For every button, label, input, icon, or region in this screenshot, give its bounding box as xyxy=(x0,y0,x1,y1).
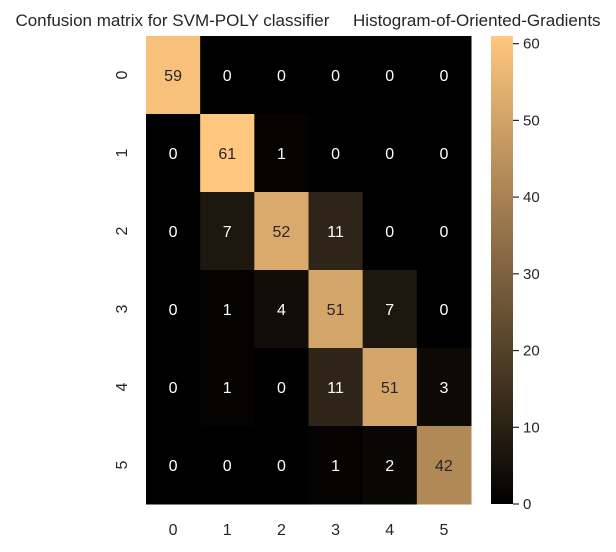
heatmap-cell-r2-c2 xyxy=(254,192,309,271)
heatmap-cell-r5-c3 xyxy=(308,426,364,505)
colorbar-tick-label: 50 xyxy=(523,112,540,129)
y-tick-label: 1 xyxy=(114,148,131,157)
heatmap-cell-r1-c2 xyxy=(254,114,309,193)
y-tick-label: 5 xyxy=(114,460,131,469)
colorbar xyxy=(491,36,513,504)
cell-value-label: 59 xyxy=(164,68,182,85)
heatmap-cell-r0-c4 xyxy=(362,36,418,115)
heatmap-cell-r3-c2 xyxy=(254,270,309,349)
heatmap-cell-r4-c3 xyxy=(308,348,364,427)
y-axis-ticks: 0 1 2 3 4 5 xyxy=(114,70,131,469)
cell-value-label: 1 xyxy=(223,302,232,319)
heatmap-cell-r5-c5 xyxy=(416,426,472,505)
heatmap-cell-r0-c2 xyxy=(254,36,309,115)
heatmap-cell-r1-c1 xyxy=(200,114,255,193)
heatmap-cell-r5-c0 xyxy=(146,426,201,505)
heatmap-cell-r0-c0 xyxy=(146,36,201,115)
y-tick-label: 2 xyxy=(114,226,131,235)
cell-value-label: 0 xyxy=(169,224,178,241)
colorbar-tick-label: 60 xyxy=(523,36,540,53)
colorbar-tick-label: 40 xyxy=(523,189,540,206)
cell-value-label: 0 xyxy=(439,302,448,319)
cell-value-label: 51 xyxy=(381,380,399,397)
cell-value-label: 0 xyxy=(385,224,394,241)
cell-value-label: 2 xyxy=(385,458,394,475)
heatmap-cell-r3-c0 xyxy=(146,270,201,349)
x-tick-label: 2 xyxy=(277,522,286,539)
x-tick-label: 0 xyxy=(169,522,178,539)
cell-value-label: 0 xyxy=(439,224,448,241)
heatmap-cell-r5-c2 xyxy=(254,426,309,505)
heatmap-cell-r0-c5 xyxy=(416,36,472,115)
y-tick-label: 3 xyxy=(114,304,131,313)
heatmap-cell-r4-c2 xyxy=(254,348,309,427)
x-tick-label: 5 xyxy=(439,522,448,539)
cell-value-label: 51 xyxy=(327,302,345,319)
heatmap-cell-r4-c5 xyxy=(416,348,472,427)
heatmap-cell-r5-c4 xyxy=(362,426,418,505)
heatmap-cell-r0-c1 xyxy=(200,36,255,115)
heatmap-cell-r4-c0 xyxy=(146,348,201,427)
heatmap-cell-r3-c3 xyxy=(308,270,364,349)
heatmap-cell-r1-c5 xyxy=(416,114,472,193)
cell-value-label: 0 xyxy=(169,380,178,397)
cell-value-label: 11 xyxy=(327,380,344,397)
cell-value-label: 0 xyxy=(331,146,340,163)
cell-value-label: 0 xyxy=(223,68,232,85)
heatmap-cell-r2-c1 xyxy=(200,192,255,271)
cell-value-label: 1 xyxy=(223,380,232,397)
heatmap-cell-r3-c4 xyxy=(362,270,418,349)
chart-title: Confusion matrix for SVM-POLY classifier… xyxy=(15,11,600,30)
heatmap-cell-r1-c0 xyxy=(146,114,201,193)
cell-value-label: 3 xyxy=(439,380,448,397)
colorbar-tick-label: 20 xyxy=(523,343,540,360)
heatmap-cell-r2-c5 xyxy=(416,192,472,271)
heatmap-cell-r3-c1 xyxy=(200,270,255,349)
cell-value-label: 0 xyxy=(439,146,448,163)
cell-value-label: 0 xyxy=(331,68,340,85)
heatmap-cells: 59 0 0 0 0 0 0 61 1 0 0 0 0 7 52 11 0 0 0 1 4 51 7 0 0 1 0 11 51 3 0 0 0… xyxy=(146,36,472,505)
colorbar-tick-label: 10 xyxy=(523,419,540,436)
heatmap-cell-r4-c1 xyxy=(200,348,255,427)
colorbar-ticks: 0 10 20 30 40 50 60 xyxy=(513,36,540,513)
x-axis-ticks: 0 1 2 3 4 5 xyxy=(169,522,449,539)
heatmap-cell-r5-c1 xyxy=(200,426,255,505)
cell-value-label: 0 xyxy=(277,68,286,85)
heatmap-cell-r2-c0 xyxy=(146,192,201,271)
cell-value-label: 42 xyxy=(435,458,453,475)
cell-value-label: 7 xyxy=(223,224,232,241)
cell-value-label: 0 xyxy=(439,68,448,85)
cell-value-label: 0 xyxy=(277,380,286,397)
cell-value-label: 1 xyxy=(331,458,340,475)
y-tick-label: 4 xyxy=(114,382,131,391)
heatmap-cell-r1-c3 xyxy=(308,114,364,193)
y-tick-label: 0 xyxy=(114,70,131,79)
x-tick-label: 3 xyxy=(331,522,340,539)
cell-value-label: 0 xyxy=(169,146,178,163)
cell-value-label: 0 xyxy=(223,458,232,475)
cell-value-label: 52 xyxy=(273,224,291,241)
cell-value-label: 11 xyxy=(327,224,344,241)
x-tick-label: 1 xyxy=(223,522,232,539)
heatmap-cell-r1-c4 xyxy=(362,114,418,193)
heatmap-cell-r3-c5 xyxy=(416,270,472,349)
cell-value-label: 7 xyxy=(385,302,394,319)
cell-value-label: 61 xyxy=(218,146,236,163)
cell-value-label: 0 xyxy=(277,458,286,475)
cell-value-label: 0 xyxy=(169,302,178,319)
x-tick-label: 4 xyxy=(385,522,394,539)
cell-value-label: 0 xyxy=(385,146,394,163)
heatmap-cell-r2-c3 xyxy=(308,192,364,271)
heatmap-cell-r0-c3 xyxy=(308,36,364,115)
colorbar-tick-label: 0 xyxy=(523,496,531,513)
cell-value-label: 4 xyxy=(277,302,286,319)
colorbar-tick-label: 30 xyxy=(523,266,540,283)
heatmap-cell-r4-c4 xyxy=(362,348,418,427)
heatmap-cell-r2-c4 xyxy=(362,192,418,271)
cell-value-label: 0 xyxy=(385,68,394,85)
cell-value-label: 1 xyxy=(277,146,286,163)
cell-value-label: 0 xyxy=(169,458,178,475)
colorbar-gradient xyxy=(491,36,513,504)
